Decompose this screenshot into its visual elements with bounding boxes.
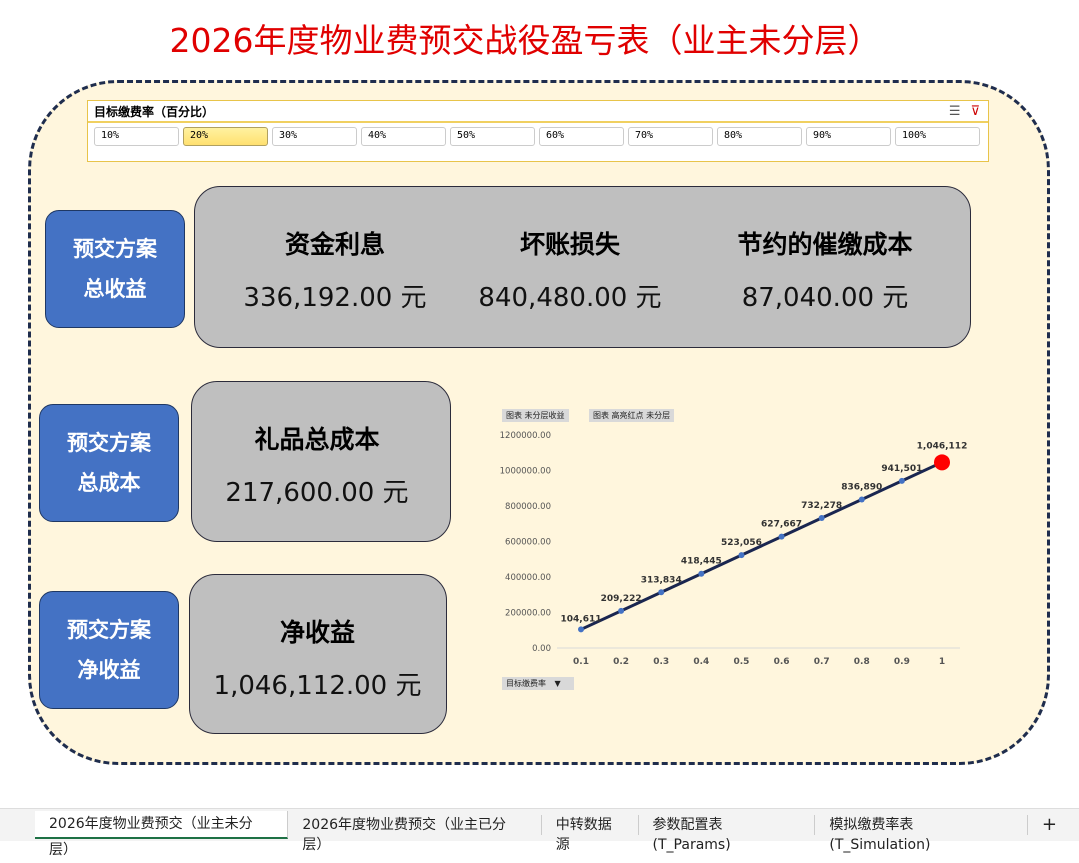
metric-value: 1,046,112.00 元 bbox=[213, 671, 422, 701]
metric-label: 资金利息 bbox=[284, 230, 385, 259]
data-label: 313,834 bbox=[641, 575, 682, 585]
slicer-item[interactable]: 40% bbox=[361, 127, 446, 146]
data-point bbox=[818, 515, 825, 522]
metric-bad-debt: 坏账损失 840,480.00 元 bbox=[450, 225, 690, 314]
chart-filter-label: 目标缴费率 bbox=[506, 679, 546, 688]
data-label: 627,667 bbox=[761, 520, 802, 530]
metric-net-income: 净收益 1,046,112.00 元 bbox=[190, 613, 445, 702]
sheet-tabs: 2026年度物业费预交（业主未分层） 2026年度物业费预交（业主已分层） 中转数据… bbox=[0, 808, 1079, 858]
x-tick-label: 1 bbox=[939, 657, 945, 667]
data-point bbox=[578, 626, 584, 633]
net-panel: 净收益 1,046,112.00 元 bbox=[189, 574, 447, 734]
data-label: 523,056 bbox=[721, 538, 762, 548]
highlight-point bbox=[934, 454, 950, 471]
x-tick-label: 0.5 bbox=[733, 657, 749, 667]
slicer-item[interactable]: 90% bbox=[806, 127, 891, 146]
slicer-item[interactable]: 50% bbox=[450, 127, 535, 146]
sheet-tab[interactable]: 中转数据源 bbox=[542, 815, 639, 853]
cost-label-line2: 总成本 bbox=[77, 471, 141, 495]
data-point bbox=[898, 477, 905, 484]
multi-select-icon[interactable]: ☰ bbox=[948, 104, 961, 119]
x-tick-label: 0.2 bbox=[613, 657, 629, 667]
y-tick-label: 600000.00 bbox=[505, 538, 551, 548]
chart-field-button[interactable]: 图表 高亮红点 未分层 bbox=[589, 409, 675, 422]
metric-label: 礼品总成本 bbox=[254, 425, 380, 454]
revenue-label-line1: 预交方案 bbox=[73, 237, 157, 261]
slicer-item[interactable]: 30% bbox=[272, 127, 357, 146]
x-tick-label: 0.1 bbox=[573, 657, 589, 667]
data-label: 418,445 bbox=[681, 557, 722, 567]
x-tick-label: 0.9 bbox=[894, 657, 910, 667]
metric-interest: 资金利息 336,192.00 元 bbox=[215, 225, 455, 314]
data-label: 1,046,112 bbox=[917, 441, 968, 451]
data-point bbox=[858, 496, 865, 503]
y-tick-label: 1000000.00 bbox=[500, 467, 551, 477]
metric-label: 净收益 bbox=[279, 618, 355, 647]
data-label: 836,890 bbox=[841, 482, 882, 492]
metric-value: 217,600.00 元 bbox=[225, 478, 409, 508]
data-point bbox=[618, 607, 625, 614]
cost-label: 预交方案 总成本 bbox=[39, 404, 179, 522]
y-tick-label: 1200000.00 bbox=[500, 431, 551, 441]
net-label: 预交方案 净收益 bbox=[39, 591, 179, 709]
add-sheet-button[interactable]: + bbox=[1041, 814, 1057, 835]
slicer-item[interactable]: 80% bbox=[717, 127, 802, 146]
metric-collection-saving: 节约的催缴成本 87,040.00 元 bbox=[695, 225, 955, 314]
x-tick-label: 0.3 bbox=[653, 657, 669, 667]
metric-label: 节约的催缴成本 bbox=[737, 230, 913, 259]
slicer-item[interactable]: 20% bbox=[183, 127, 268, 146]
y-tick-label: 200000.00 bbox=[505, 609, 551, 619]
metric-value: 336,192.00 元 bbox=[243, 283, 427, 313]
data-point bbox=[658, 589, 665, 596]
chart-field-button[interactable]: 图表 未分层收益 bbox=[502, 409, 569, 422]
dropdown-arrow-icon: ▼ bbox=[554, 679, 561, 688]
net-label-line2: 净收益 bbox=[77, 658, 141, 682]
revenue-label: 预交方案 总收益 bbox=[45, 210, 185, 328]
metric-value: 87,040.00 元 bbox=[741, 283, 909, 313]
slicer-title: 目标缴费率（百分比） bbox=[94, 104, 215, 119]
sheet-tab[interactable]: 2026年度物业费预交（业主未分层） bbox=[35, 811, 289, 858]
net-label-line1: 预交方案 bbox=[67, 618, 151, 642]
slicer-item[interactable]: 70% bbox=[628, 127, 713, 146]
y-tick-label: 400000.00 bbox=[505, 573, 551, 583]
chart-filter-button[interactable]: 目标缴费率 ▼ bbox=[502, 677, 574, 690]
series-line bbox=[580, 460, 943, 631]
line-chart: 0.00 200000.00 400000.00 600000.00 800000.00… bbox=[500, 431, 968, 667]
data-point bbox=[778, 533, 785, 540]
clear-filter-icon[interactable]: ⊽ bbox=[970, 104, 980, 119]
metric-value: 840,480.00 元 bbox=[478, 283, 662, 313]
revenue-label-line2: 总收益 bbox=[83, 277, 147, 301]
y-tick-label: 800000.00 bbox=[505, 502, 551, 512]
data-label: 941,501 bbox=[881, 464, 922, 474]
cost-label-line1: 预交方案 bbox=[67, 431, 151, 455]
x-tick-label: 0.4 bbox=[693, 657, 709, 667]
sheet-tab[interactable]: 2026年度物业费预交（业主已分层） bbox=[288, 815, 542, 853]
rate-slicer: 目标缴费率（百分比） ☰ ⊽ 10% 20% 30% 40% 50% 60% 70% 80% 90… bbox=[87, 100, 989, 162]
data-point bbox=[738, 552, 745, 559]
metric-gift-cost: 礼品总成本 217,600.00 元 bbox=[192, 420, 442, 509]
slicer-item[interactable]: 10% bbox=[94, 127, 179, 146]
data-label: 209,222 bbox=[601, 594, 642, 604]
page-title: 2026年度物业费预交战役盈亏表（业主未分层） bbox=[169, 21, 881, 60]
sheet-tab[interactable]: 参数配置表 (T_Params) bbox=[639, 815, 816, 853]
metric-label: 坏账损失 bbox=[519, 230, 620, 259]
slicer-item[interactable]: 60% bbox=[539, 127, 624, 146]
cost-panel: 礼品总成本 217,600.00 元 bbox=[191, 381, 451, 542]
y-tick-label: 0.00 bbox=[532, 644, 551, 654]
x-tick-label: 0.8 bbox=[854, 657, 870, 667]
data-point bbox=[698, 570, 705, 577]
slicer-item[interactable]: 100% bbox=[895, 127, 980, 146]
revenue-panel: 资金利息 336,192.00 元 坏账损失 840,480.00 元 节约的催缴成… bbox=[194, 186, 971, 348]
x-tick-label: 0.7 bbox=[814, 657, 830, 667]
x-tick-label: 0.6 bbox=[774, 657, 790, 667]
sheet-tab[interactable]: 模拟缴费率表 (T_Simulation) bbox=[815, 815, 1028, 853]
data-label: 732,278 bbox=[801, 501, 842, 511]
data-label: 104,611 bbox=[561, 614, 602, 624]
